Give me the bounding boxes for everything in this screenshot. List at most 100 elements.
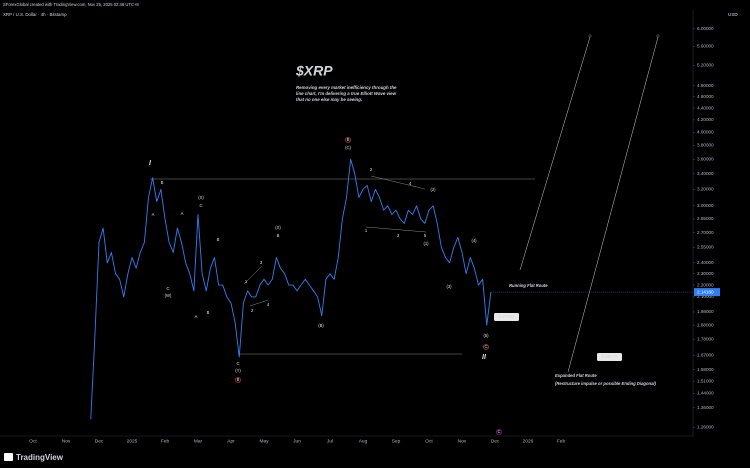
x-tick-label: Sep bbox=[392, 438, 401, 444]
channel-line bbox=[249, 299, 269, 307]
wave-label: I bbox=[149, 160, 152, 167]
wave-label: B bbox=[347, 137, 350, 142]
y-tick-label: 4.60000 bbox=[697, 94, 714, 99]
wave-label: C bbox=[236, 361, 239, 366]
wave-label: 4 bbox=[267, 302, 270, 307]
header: SForexGlobal created with TradingView.co… bbox=[3, 2, 139, 7]
x-tick-label: Jun bbox=[293, 438, 301, 444]
price-tag: 2.14160 bbox=[697, 289, 714, 294]
x-tick-label: Aug bbox=[359, 438, 368, 444]
x-tick-label: Nov bbox=[458, 438, 467, 444]
x-tick-label: Nov bbox=[62, 438, 71, 444]
x-tick-label: Oct bbox=[425, 438, 433, 444]
y-tick-label: 4.80000 bbox=[697, 83, 714, 88]
wave-label: (C) bbox=[345, 145, 351, 150]
wave-label: B bbox=[237, 377, 240, 382]
wave-circle bbox=[235, 377, 241, 383]
series-name: XRP / U.S. Dollar · 4h · Bitstamp bbox=[3, 12, 67, 17]
brand-logo bbox=[4, 453, 13, 461]
footer: TradingView bbox=[4, 453, 64, 462]
channel-line bbox=[243, 265, 263, 285]
wave-label: B bbox=[217, 237, 220, 242]
currency: USD bbox=[728, 12, 738, 17]
price-label-box bbox=[597, 353, 622, 361]
x-tick-label: 2026 bbox=[523, 438, 534, 444]
brand: TradingView bbox=[16, 453, 64, 462]
y-tick-label: 4.40000 bbox=[697, 105, 714, 110]
y-tick-label: 3.20000 bbox=[697, 187, 714, 192]
x-tick-label: Dec bbox=[95, 438, 104, 444]
y-tick-label: 1.58000 bbox=[697, 367, 714, 372]
y-tick-label: 1.51000 bbox=[697, 378, 714, 383]
note: Expanded Flat Route bbox=[555, 373, 597, 378]
y-tick-label: 1.36000 bbox=[697, 405, 714, 410]
wave-label: C bbox=[497, 429, 500, 434]
x-tick-label: Jul bbox=[327, 438, 333, 444]
wave-label: A bbox=[181, 211, 184, 216]
wave-label: 3 bbox=[260, 260, 263, 265]
wave-label: 1 bbox=[365, 228, 368, 233]
wave-circle bbox=[496, 429, 502, 435]
note: Running Flat Route bbox=[509, 283, 548, 288]
wave-label: A bbox=[195, 314, 198, 319]
wave-label: 1 bbox=[245, 279, 248, 284]
price-tag-box bbox=[694, 288, 720, 297]
wave-label: (B) bbox=[318, 323, 324, 328]
y-tick-label: 1.26000 bbox=[697, 425, 714, 430]
wave-label: (2) bbox=[430, 187, 436, 192]
projection-line bbox=[519, 36, 591, 271]
wave-label: (W) bbox=[165, 293, 172, 298]
y-tick-label: 2.20000 bbox=[697, 282, 714, 287]
y-tick-label: 3.80000 bbox=[697, 143, 714, 148]
wave-label: 2 bbox=[251, 308, 254, 313]
wave-circle bbox=[345, 137, 351, 143]
wave-label: II bbox=[482, 354, 487, 361]
wave-label: 2 bbox=[370, 167, 373, 172]
y-tick-label: 2.30000 bbox=[697, 271, 714, 276]
wave-label: C bbox=[199, 203, 202, 208]
wedge-line bbox=[365, 226, 427, 233]
wave-label: (3) bbox=[446, 284, 452, 289]
price-label: 1.87061 bbox=[499, 314, 515, 319]
x-tick-label: 2025 bbox=[127, 438, 138, 444]
wave-label: C bbox=[484, 344, 487, 349]
y-tick-label: 1.44000 bbox=[697, 390, 714, 395]
chart-title: $XRP bbox=[295, 63, 333, 79]
wave-label: (4) bbox=[471, 238, 477, 243]
price-label-box bbox=[494, 313, 519, 321]
note: (Restructure impulse or possible Ending … bbox=[555, 381, 657, 386]
wave-label: B bbox=[277, 233, 280, 238]
y-tick-label: 2.10000 bbox=[697, 294, 714, 299]
wave-label: (Y) bbox=[235, 368, 241, 373]
projection-end bbox=[656, 34, 660, 38]
y-tick-label: 1.78000 bbox=[697, 336, 714, 341]
x-tick-label: May bbox=[259, 438, 269, 444]
price-line bbox=[90, 158, 492, 420]
wave-label: 4 bbox=[409, 181, 412, 186]
y-tick-label: 1.88000 bbox=[697, 322, 714, 327]
y-tick-label: 5.20000 bbox=[697, 63, 714, 68]
wave-label: A bbox=[152, 212, 155, 217]
x-tick-label: Dec bbox=[491, 438, 500, 444]
wave-label: (5) bbox=[483, 333, 489, 338]
y-tick-label: 5.60000 bbox=[697, 44, 714, 49]
wave-label: B bbox=[161, 180, 164, 185]
wave-label: (X) bbox=[275, 225, 281, 230]
y-tick-label: 2.40000 bbox=[697, 260, 714, 265]
wave-label: 5 bbox=[424, 233, 427, 238]
y-tick-label: 1.98000 bbox=[697, 309, 714, 314]
wave-label: C bbox=[166, 286, 169, 291]
projection-end bbox=[588, 34, 592, 38]
y-tick-label: 3.60000 bbox=[697, 157, 714, 162]
price-label: 1.65772 bbox=[602, 354, 618, 359]
projection-line bbox=[567, 36, 659, 373]
x-tick-label: Apr bbox=[227, 438, 235, 444]
y-tick-label: 6.00000 bbox=[697, 26, 714, 31]
y-tick-label: 2.70000 bbox=[697, 230, 714, 235]
y-tick-label: 1.67000 bbox=[697, 353, 714, 358]
wave-label: 3 bbox=[397, 233, 400, 238]
drawings bbox=[150, 34, 660, 373]
wave-label: (X) bbox=[198, 195, 204, 200]
